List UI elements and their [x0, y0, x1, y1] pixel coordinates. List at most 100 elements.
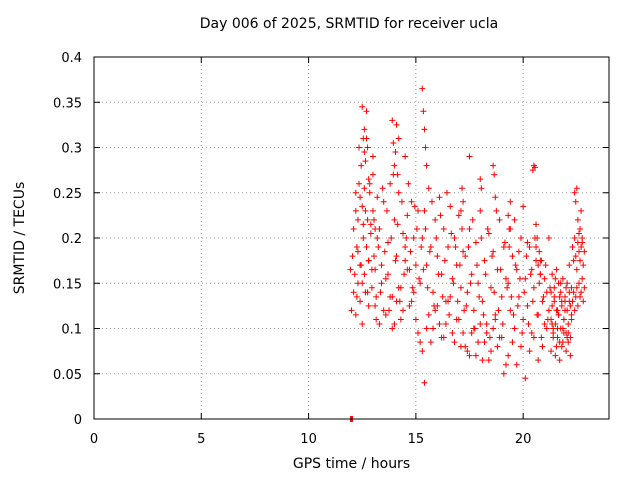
data-point: [423, 325, 430, 332]
data-point: [470, 325, 477, 332]
data-point: [505, 352, 512, 359]
data-point: [437, 212, 444, 219]
data-point: [439, 293, 446, 300]
data-point: [373, 316, 380, 323]
data-point: [568, 316, 575, 323]
data-point: [550, 334, 557, 341]
data-point: [565, 339, 572, 346]
data-point: [481, 257, 488, 264]
data-point: [351, 271, 358, 278]
data-point: [581, 284, 588, 291]
data-point: [447, 293, 454, 300]
data-point: [513, 361, 520, 368]
data-point: [418, 244, 425, 251]
data-point: [511, 216, 518, 223]
x-tick-label: 10: [300, 432, 317, 447]
data-point: [455, 212, 462, 219]
data-point: [479, 357, 486, 364]
data-point: [401, 271, 408, 278]
data-point: [556, 339, 563, 346]
data-point: [360, 135, 367, 142]
data-point: [527, 271, 534, 278]
data-point: [533, 221, 540, 228]
data-point: [579, 275, 586, 282]
data-point: [534, 235, 541, 241]
data-point: [498, 334, 505, 341]
data-point: [578, 289, 585, 296]
data-point: [460, 198, 467, 205]
data-point: [361, 126, 368, 133]
data-point: [462, 253, 469, 260]
data-point: [523, 253, 530, 260]
data-point: [383, 207, 390, 214]
x-tick-label: 15: [408, 432, 425, 447]
data-point: [354, 248, 361, 255]
data-point: [558, 298, 565, 305]
data-point: [419, 235, 426, 241]
data-point: [503, 361, 509, 368]
data-point: [571, 307, 578, 314]
data-point: [558, 343, 565, 350]
data-point: [505, 212, 512, 219]
data-point: [538, 334, 545, 341]
data-point: [559, 275, 566, 282]
data-point: [402, 244, 409, 251]
data-point: [469, 216, 476, 223]
data-point: [393, 298, 400, 305]
data-point: [365, 176, 372, 183]
data-point: [569, 244, 576, 251]
data-point: [554, 325, 561, 332]
data-point: [472, 239, 479, 246]
data-point: [466, 153, 473, 160]
data-point: [536, 280, 543, 287]
data-point: [421, 379, 428, 386]
data-point: [403, 235, 410, 241]
data-point: [419, 348, 426, 355]
data-point: [549, 320, 556, 327]
data-point: [570, 257, 577, 264]
data-point: [411, 203, 418, 210]
data-point: [446, 311, 453, 318]
data-point: [459, 185, 466, 192]
data-point: [369, 171, 376, 178]
data-point: [518, 235, 525, 241]
data-point: [519, 330, 526, 337]
data-point: [425, 311, 432, 318]
data-point: [366, 189, 373, 196]
data-point: [366, 180, 373, 187]
data-point: [549, 271, 556, 278]
data-point: [510, 311, 517, 318]
data-point: [456, 262, 463, 269]
data-point: [384, 239, 391, 246]
data-point: [428, 198, 435, 205]
data-point: [481, 339, 488, 346]
data-point: [581, 248, 588, 255]
data-point: [562, 293, 569, 300]
data-point: [427, 339, 434, 346]
data-point: [555, 280, 562, 287]
data-point: [449, 275, 456, 282]
data-point: [467, 280, 474, 287]
data-point: [514, 302, 521, 309]
data-point: [389, 117, 396, 124]
data-point: [552, 352, 559, 359]
data-point: [374, 194, 381, 201]
data-point: [432, 307, 439, 314]
data-point: [364, 289, 371, 296]
data-point: [577, 225, 584, 232]
data-point: [432, 216, 439, 223]
data-point: [578, 244, 585, 251]
data-point: [434, 253, 441, 260]
data-point: [474, 262, 481, 269]
data-point: [424, 284, 431, 291]
y-tick-label: 0.1: [61, 323, 82, 338]
data-point: [533, 244, 540, 251]
data-point: [574, 302, 581, 309]
data-point: [496, 216, 503, 223]
data-point: [541, 320, 548, 327]
data-point: [524, 239, 531, 246]
data-point: [554, 307, 561, 314]
data-point: [415, 330, 422, 337]
data-point: [495, 307, 502, 314]
data-point: [497, 266, 504, 273]
